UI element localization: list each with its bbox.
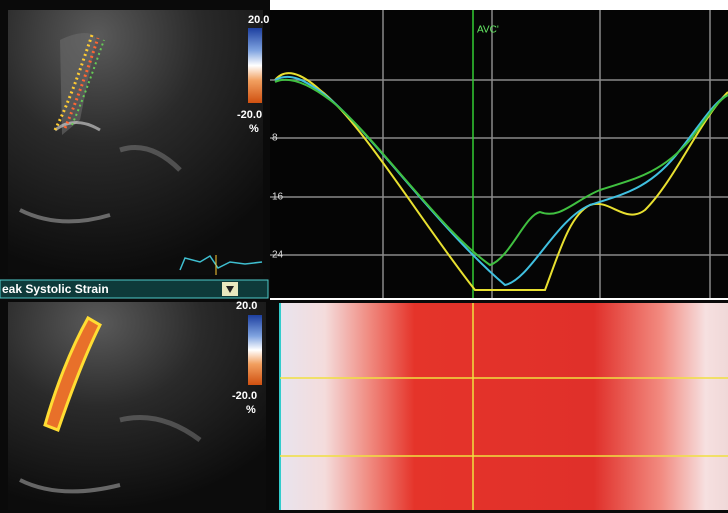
y-label: 8 bbox=[272, 133, 278, 144]
mode-bar: eak Systolic Strain bbox=[0, 280, 268, 298]
top-echo: 20.0 -20.0 % bbox=[8, 10, 269, 275]
scale-min: -20.0 bbox=[232, 390, 257, 402]
echo-screen: 20.0 -20.0 % eak Systolic Strain 20.0 -2… bbox=[0, 0, 728, 513]
bottom-echo: 20.0 -20.0 % bbox=[8, 300, 266, 510]
strain-heatmap bbox=[270, 300, 728, 513]
scale-unit: % bbox=[249, 123, 259, 135]
y-label: 24 bbox=[272, 250, 284, 261]
strain-graph: AVC' 8 16 24 bbox=[270, 10, 728, 298]
y-label: 16 bbox=[272, 192, 284, 203]
scale-max: 20.0 bbox=[248, 14, 269, 26]
scale-unit: % bbox=[246, 404, 256, 416]
scale-min: -20.0 bbox=[237, 109, 262, 121]
mode-label: eak Systolic Strain bbox=[2, 282, 109, 296]
avc-marker: AVC' bbox=[477, 25, 499, 36]
scale-max: 20.0 bbox=[236, 300, 257, 312]
